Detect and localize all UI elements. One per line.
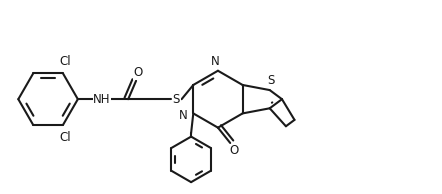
Text: N: N xyxy=(179,109,188,122)
Text: Cl: Cl xyxy=(59,55,71,68)
Text: S: S xyxy=(267,74,274,87)
Text: S: S xyxy=(173,93,180,106)
Text: Cl: Cl xyxy=(59,131,71,144)
Text: O: O xyxy=(133,66,143,79)
Text: NH: NH xyxy=(93,93,110,106)
Text: O: O xyxy=(229,144,238,157)
Text: N: N xyxy=(211,55,220,68)
